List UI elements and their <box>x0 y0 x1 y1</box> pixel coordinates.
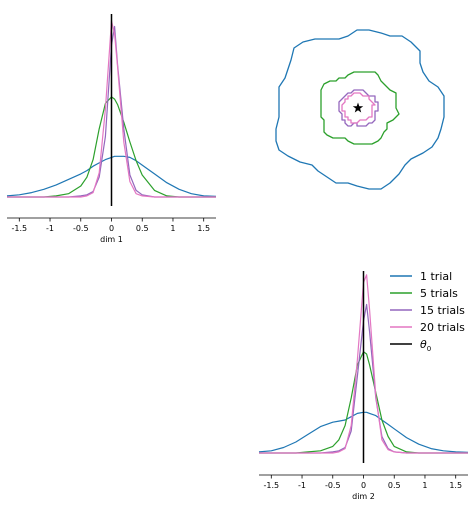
density-curves <box>258 274 469 454</box>
legend-label: θ0 <box>420 338 431 353</box>
contour-line <box>320 71 400 145</box>
x-tick-label: -1.5 <box>263 481 279 490</box>
x-tick-label: 1 <box>170 224 175 233</box>
x-tick-label: 0.5 <box>388 481 401 490</box>
theta-symbol: θ <box>420 338 427 351</box>
contour-line <box>341 92 376 124</box>
marginal-plot-dim1: -1.5 -1 -0.5 0 0.5 1 1.5 dim 1 <box>6 14 217 244</box>
contour-lines <box>275 29 445 190</box>
x-tick-label: 1.5 <box>449 481 462 490</box>
legend-label: 15 trials <box>420 304 465 317</box>
density-line <box>7 20 216 198</box>
density-line <box>7 96 216 198</box>
x-tick-label: 0 <box>361 481 366 490</box>
x-tick-label: -0.5 <box>325 481 341 490</box>
legend-label: 5 trials <box>420 287 458 300</box>
x-tick-label: -1 <box>298 481 306 490</box>
legend-entry: 15 trials <box>390 304 465 317</box>
legend-entry-theta0: θ0 <box>390 338 431 353</box>
star-marker <box>352 102 364 113</box>
x-tick-label: 1.5 <box>197 224 210 233</box>
x-tick-label: -0.5 <box>73 224 89 233</box>
marginal-plot-dim2: -1.5 -1 -0.5 0 0.5 1 1.5 dim 2 <box>258 271 469 501</box>
x-axis-ticks: -1.5 -1 -0.5 0 0.5 1 1.5 <box>11 218 210 233</box>
x-axis-ticks: -1.5 -1 -0.5 0 0.5 1 1.5 <box>263 475 462 490</box>
theta-subscript: 0 <box>427 345 431 353</box>
legend-entry: 5 trials <box>390 287 458 300</box>
legend: 1 trial 5 trials 15 trials 20 trials θ0 <box>390 270 465 353</box>
x-axis-label: dim 1 <box>100 235 123 244</box>
x-tick-label: 0.5 <box>136 224 149 233</box>
legend-label: 20 trials <box>420 321 465 334</box>
density-line <box>259 274 468 454</box>
x-tick-label: -1 <box>46 224 54 233</box>
x-tick-label: -1.5 <box>11 224 27 233</box>
joint-contour-plot <box>275 29 445 190</box>
density-line <box>258 411 469 453</box>
contour-line <box>275 29 445 190</box>
density-curves <box>6 20 217 198</box>
x-tick-label: 1 <box>422 481 427 490</box>
x-tick-label: 0 <box>109 224 114 233</box>
legend-entries: 1 trial 5 trials 15 trials 20 trials <box>390 270 465 334</box>
legend-label: 1 trial <box>420 270 452 283</box>
legend-entry: 20 trials <box>390 321 465 334</box>
legend-entry: 1 trial <box>390 270 452 283</box>
x-axis-label: dim 2 <box>352 492 375 501</box>
density-line <box>6 155 217 197</box>
